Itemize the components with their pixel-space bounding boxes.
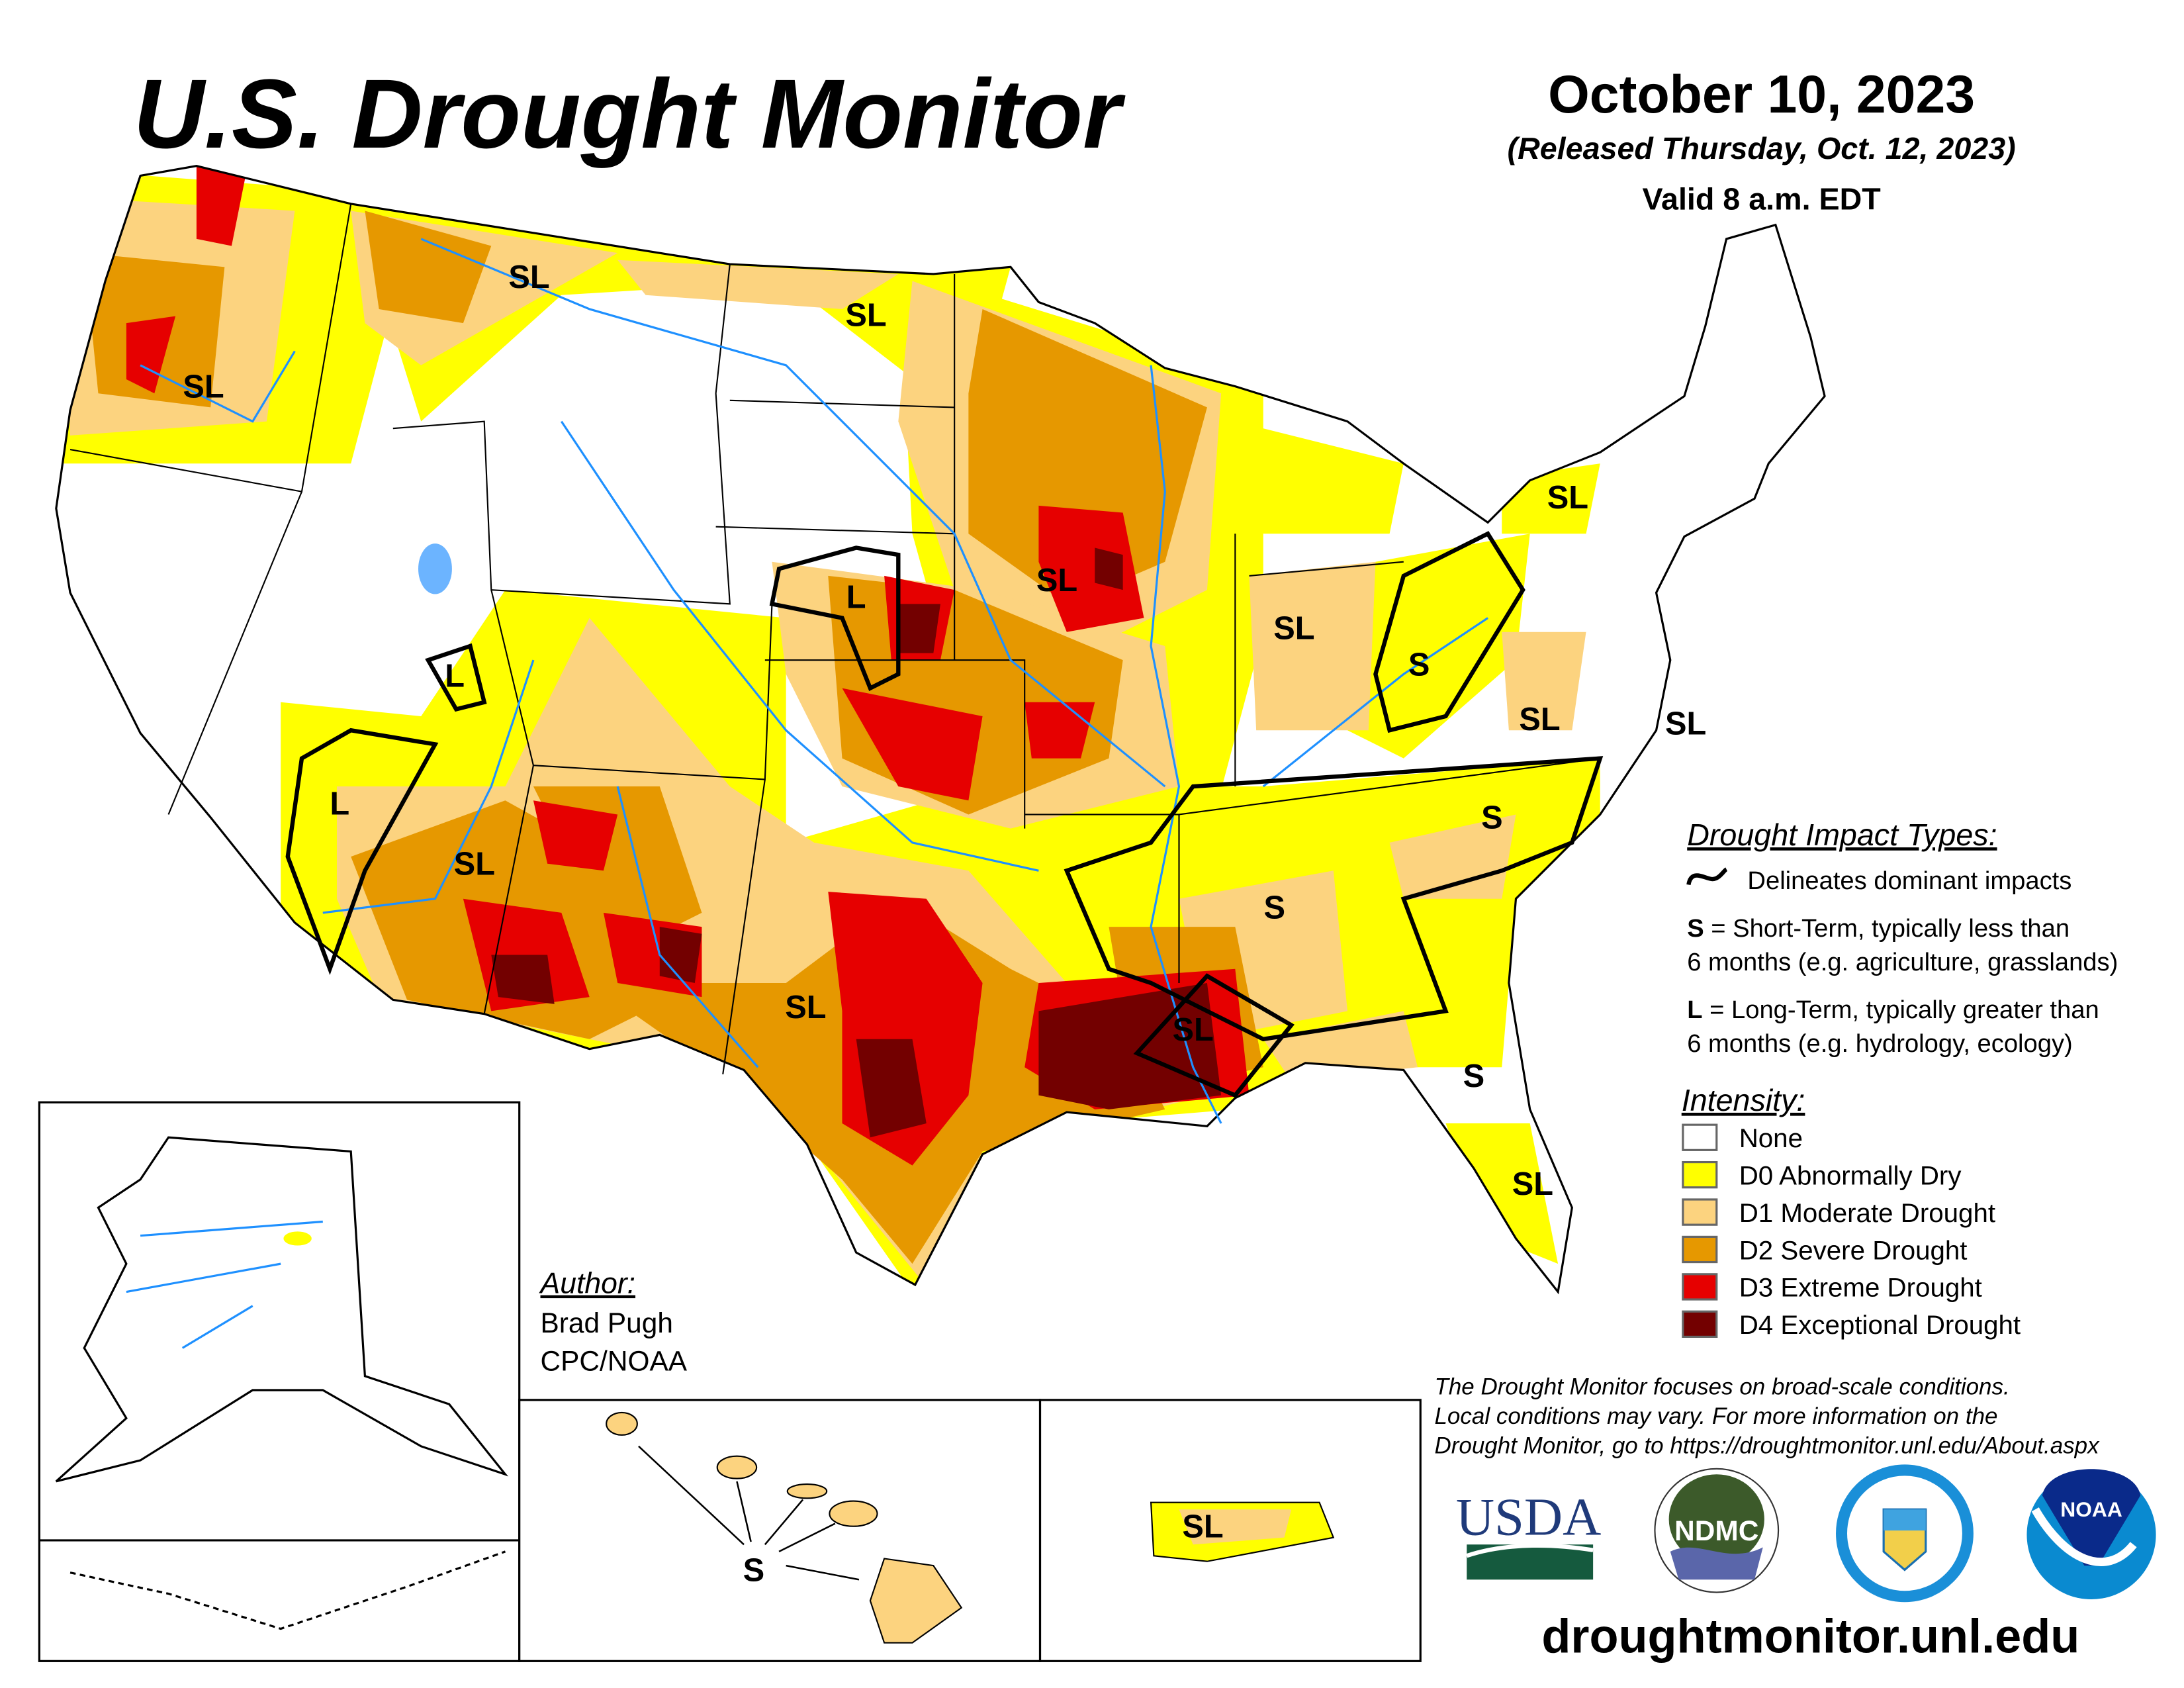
map-title: U.S. Drought Monitor [133,60,1126,169]
impact-label: SL [1519,702,1560,737]
svg-text:NDMC: NDMC [1674,1515,1758,1546]
hawaii-inset [518,1399,1042,1662]
impact-label: SL [1547,480,1588,516]
svg-text:L = Long-Term, typically great: L = Long-Term, typically greater than [1687,996,2099,1024]
impact-label: SL [1512,1166,1553,1202]
svg-text:S = Short-Term, typically less: S = Short-Term, typically less than [1687,914,2070,943]
impact-label: SL [845,297,886,333]
disclaimer-line-2: Local conditions may vary. For more info… [1434,1403,1997,1429]
impact-types-legend: Drought Impact Types: Delineates dominan… [1686,818,2118,1058]
legend-swatch [1682,1310,1718,1338]
legend-label: D4 Exceptional Drought [1739,1310,2021,1340]
disclaimer-line-1: The Drought Monitor focuses on broad-sca… [1434,1374,2009,1399]
valid-time: Valid 8 a.m. EDT [1642,181,1880,216]
long-term-desc-2: 6 months (e.g. hydrology, ecology) [1687,1029,2073,1058]
impact-label: S [1481,800,1503,836]
svg-text:USDA: USDA [1456,1487,1601,1546]
noaa-logo: NOAA [2026,1469,2156,1600]
author-name: Brad Pugh [541,1307,673,1338]
lakes [418,543,452,594]
impact-label: L [330,786,349,821]
impact-label: S [1408,647,1430,683]
disclaimer-line-3: Drought Monitor, go to https://droughtmo… [1434,1432,2100,1458]
impact-label: SL [1273,610,1314,646]
legend-label: D0 Abnormally Dry [1739,1161,1962,1191]
short-term-desc-2: 6 months (e.g. agriculture, grasslands) [1687,948,2118,976]
legend-label: D2 Severe Drought [1739,1235,1968,1265]
impact-label: SL [454,847,495,882]
delineates-label: Delineates dominant impacts [1747,867,2071,895]
impact-label: SL [1182,1509,1223,1545]
legend-label: D3 Extreme Drought [1739,1273,1982,1303]
author-org: CPC/NOAA [541,1345,688,1376]
usda-logo: USDA [1456,1487,1601,1580]
impact-label: L [445,658,465,694]
impact-label: S [1263,890,1285,925]
legend-swatch [1682,1273,1718,1301]
short-term-desc: = Short-Term, typically less than [1704,914,2070,943]
impact-label: SL [183,369,224,405]
short-term-key: S [1687,914,1704,943]
impact-label: S [1463,1058,1485,1094]
ndmc-logo: NDMC [1654,1468,1780,1593]
svg-text:NOAA: NOAA [2060,1497,2122,1521]
legend-label: D1 Moderate Drought [1739,1198,1995,1228]
impact-label: SL [1036,563,1077,598]
impact-label: SL [1173,1012,1214,1048]
legend-swatch [1682,1235,1718,1264]
intensity-legend: Intensity: None D0 Abnormally Dry D1 Moder… [1682,1083,2021,1340]
disclaimer: The Drought Monitor focuses on broad-sca… [1434,1374,2100,1458]
impact-label: S [743,1552,765,1588]
map-date: October 10, 2023 [1548,65,1975,124]
impact-label: SL [508,259,549,295]
drought-areas [56,165,1600,1292]
impact-label: L [846,580,866,616]
rivers [140,238,1488,1124]
impact-boundaries [285,531,1604,1098]
alaska-inset [38,1101,521,1662]
author-heading: Author: [539,1268,636,1300]
intensity-legend-title: Intensity: [1682,1083,1805,1117]
long-term-key: L [1687,996,1702,1024]
footer-url-link[interactable]: droughtmonitor.unl.edu [1541,1611,2079,1664]
state-boundaries [69,203,1600,1074]
legend-swatch [1682,1160,1718,1189]
legend-swatch [1682,1198,1718,1226]
commerce-logo [1836,1464,1974,1603]
legend-label: None [1739,1123,1803,1153]
impact-label: SL [1665,706,1706,742]
release-date: (Released Thursday, Oct. 12, 2023) [1508,131,2016,165]
impact-label: SL [785,990,826,1025]
impact-legend-title: Drought Impact Types: [1687,818,1997,852]
legend-swatch [1682,1123,1718,1151]
boundary-line-icon [1686,867,1728,886]
puerto-rico-inset [1038,1399,1422,1662]
long-term-desc: = Long-Term, typically greater than [1703,996,2099,1024]
d4-areas [491,547,1222,1138]
